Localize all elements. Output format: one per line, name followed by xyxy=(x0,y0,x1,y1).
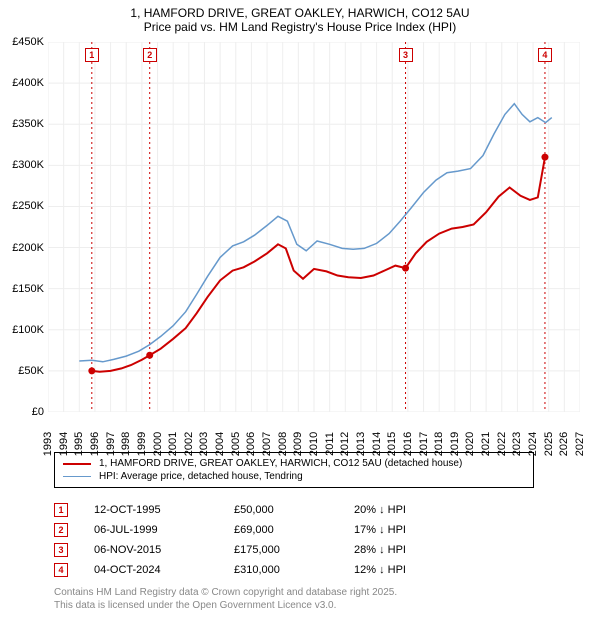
sales-price: £50,000 xyxy=(234,504,354,516)
sale-marker-box: 1 xyxy=(85,48,99,62)
sales-date: 06-JUL-1999 xyxy=(94,524,234,536)
sales-date: 12-OCT-1995 xyxy=(94,504,234,516)
sale-marker-box: 3 xyxy=(399,48,413,62)
chart-container: 1, HAMFORD DRIVE, GREAT OAKLEY, HARWICH,… xyxy=(0,0,600,620)
y-tick-label: £200K xyxy=(2,242,44,254)
y-tick-label: £350K xyxy=(2,118,44,130)
y-tick-label: £100K xyxy=(2,324,44,336)
plot-svg xyxy=(48,42,580,412)
sales-marker-icon: 1 xyxy=(54,503,68,517)
y-tick-label: £0 xyxy=(2,406,44,418)
sale-marker-box: 4 xyxy=(538,48,552,62)
y-tick-label: £250K xyxy=(2,200,44,212)
legend-box: 1, HAMFORD DRIVE, GREAT OAKLEY, HARWICH,… xyxy=(54,452,534,488)
footer: Contains HM Land Registry data © Crown c… xyxy=(54,586,397,612)
sales-marker-icon: 4 xyxy=(54,563,68,577)
y-tick-label: £450K xyxy=(2,36,44,48)
sales-price: £69,000 xyxy=(234,524,354,536)
sale-marker-box: 2 xyxy=(143,48,157,62)
y-tick-label: £300K xyxy=(2,159,44,171)
legend-row: 1, HAMFORD DRIVE, GREAT OAKLEY, HARWICH,… xyxy=(63,457,525,470)
sales-marker-icon: 3 xyxy=(54,543,68,557)
footer-line-2: This data is licensed under the Open Gov… xyxy=(54,599,397,612)
x-tick-label: 2025 xyxy=(543,429,555,459)
legend-label-0: 1, HAMFORD DRIVE, GREAT OAKLEY, HARWICH,… xyxy=(99,458,462,469)
y-tick-label: £400K xyxy=(2,77,44,89)
legend-label-1: HPI: Average price, detached house, Tend… xyxy=(99,471,303,482)
sales-row: 2 06-JUL-1999£69,00017% ↓ HPI xyxy=(54,520,454,540)
x-tick-label: 2026 xyxy=(558,429,570,459)
sales-diff: 17% ↓ HPI xyxy=(354,524,454,536)
legend-swatch-0 xyxy=(63,463,91,465)
sales-diff: 20% ↓ HPI xyxy=(354,504,454,516)
sales-table: 1 12-OCT-1995£50,00020% ↓ HPI 2 06-JUL-1999… xyxy=(54,500,454,580)
chart-area: £0£50K£100K£150K£200K£250K£300K£350K£400… xyxy=(48,42,580,412)
title-line-2: Price paid vs. HM Land Registry's House … xyxy=(0,20,600,34)
y-tick-label: £50K xyxy=(2,365,44,377)
title-line-1: 1, HAMFORD DRIVE, GREAT OAKLEY, HARWICH,… xyxy=(0,6,600,20)
sales-row: 1 12-OCT-1995£50,00020% ↓ HPI xyxy=(54,500,454,520)
footer-line-1: Contains HM Land Registry data © Crown c… xyxy=(54,586,397,599)
x-tick-label: 2027 xyxy=(574,429,586,459)
sales-marker-icon: 2 xyxy=(54,523,68,537)
sales-date: 04-OCT-2024 xyxy=(94,564,234,576)
x-tick-label: 1993 xyxy=(42,429,54,459)
sales-price: £175,000 xyxy=(234,544,354,556)
y-tick-label: £150K xyxy=(2,283,44,295)
legend-row: HPI: Average price, detached house, Tend… xyxy=(63,470,525,483)
sales-diff: 28% ↓ HPI xyxy=(354,544,454,556)
title-block: 1, HAMFORD DRIVE, GREAT OAKLEY, HARWICH,… xyxy=(0,0,600,34)
sales-row: 4 04-OCT-2024£310,00012% ↓ HPI xyxy=(54,560,454,580)
legend-swatch-1 xyxy=(63,476,91,478)
sales-price: £310,000 xyxy=(234,564,354,576)
sales-diff: 12% ↓ HPI xyxy=(354,564,454,576)
sales-row: 3 06-NOV-2015£175,00028% ↓ HPI xyxy=(54,540,454,560)
sales-date: 06-NOV-2015 xyxy=(94,544,234,556)
